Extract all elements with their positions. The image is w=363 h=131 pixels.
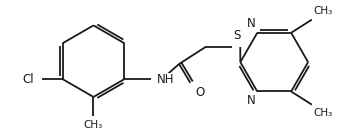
Text: N: N	[246, 17, 256, 30]
Text: NH: NH	[156, 73, 174, 86]
Text: CH₃: CH₃	[314, 108, 333, 118]
Text: CH₃: CH₃	[314, 6, 333, 16]
Text: Cl: Cl	[23, 73, 34, 86]
Text: S: S	[234, 29, 241, 42]
Text: N: N	[246, 94, 256, 107]
Text: O: O	[195, 86, 204, 99]
Text: CH₃: CH₃	[84, 121, 103, 130]
